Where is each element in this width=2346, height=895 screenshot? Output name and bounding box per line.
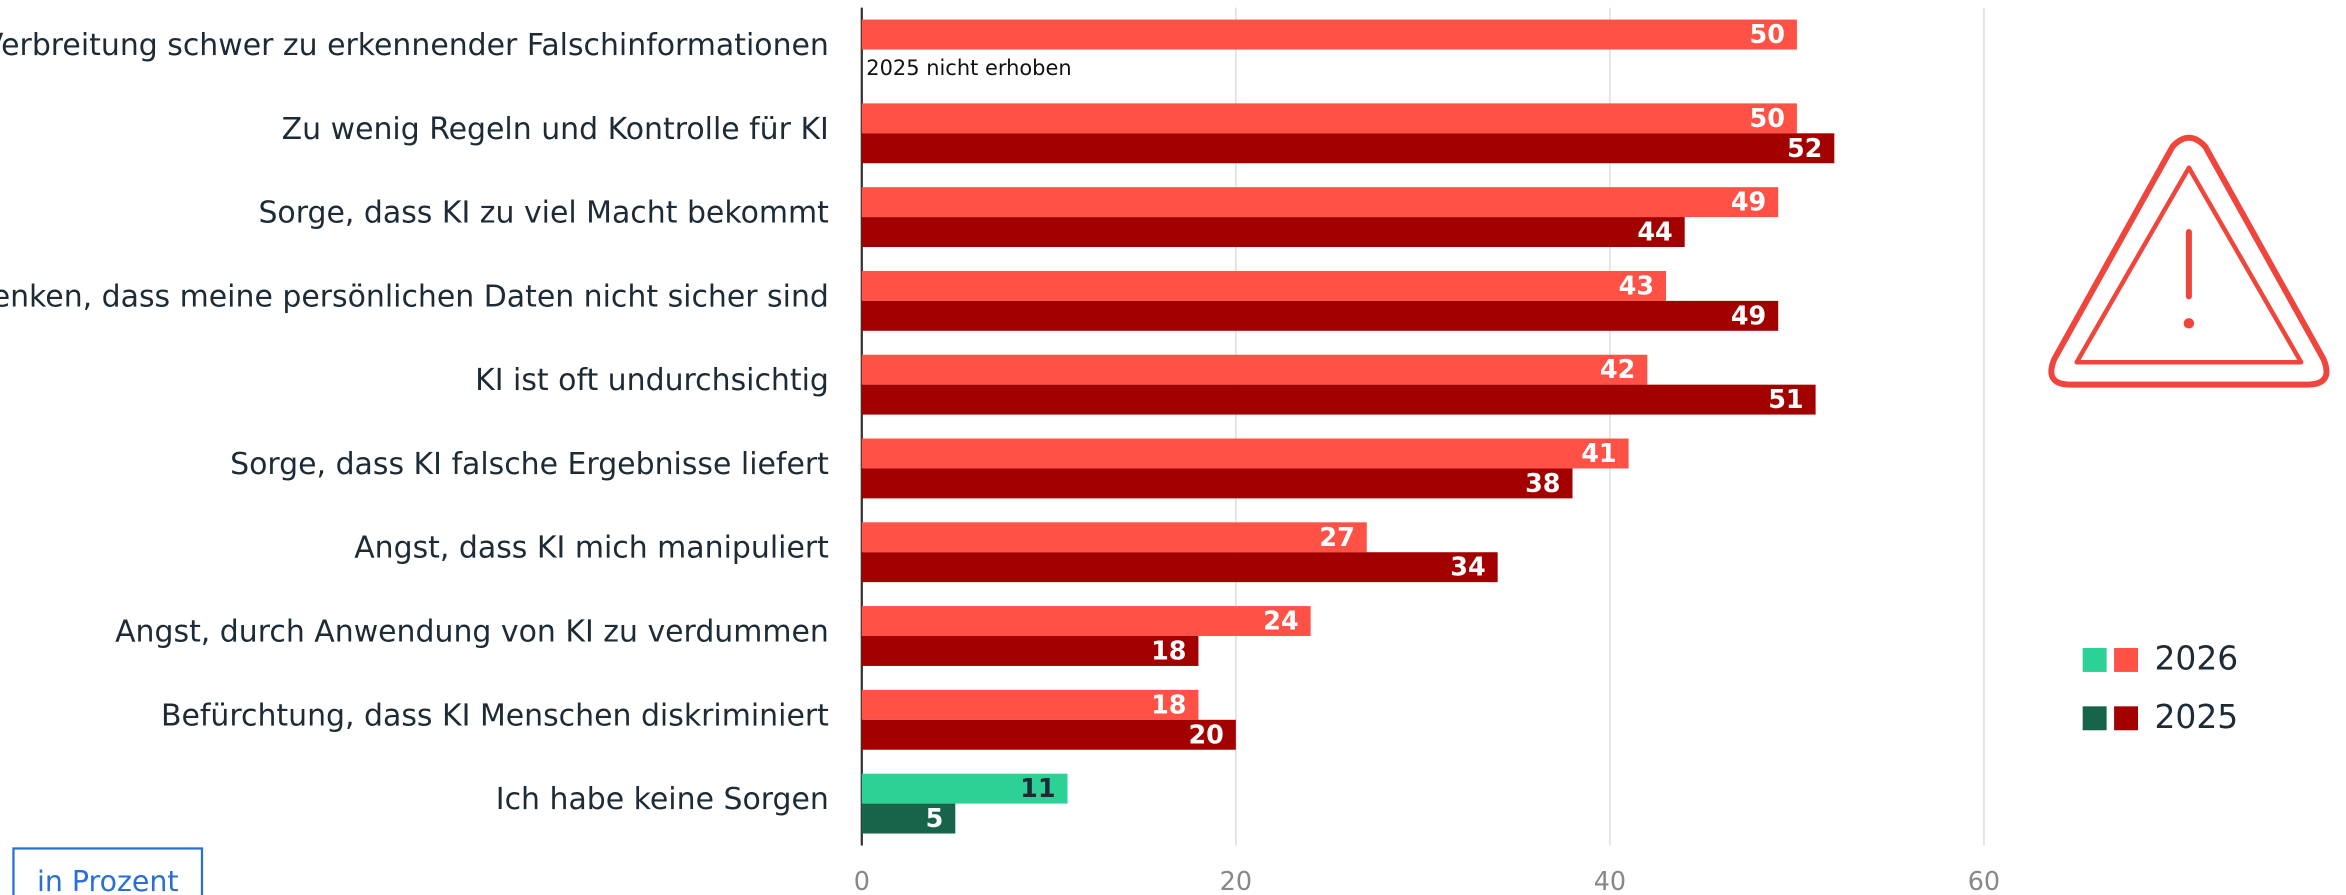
value-label: 50 — [1750, 19, 1785, 49]
category-label: Angst, durch Anwendung von KI zu verdumm… — [115, 615, 829, 650]
legend-swatch — [2114, 706, 2139, 731]
category-label: Ich habe keine Sorgen — [496, 782, 829, 817]
category-label: Angst, dass KI mich manipuliert — [354, 531, 829, 566]
bar — [861, 103, 1797, 134]
bar — [861, 773, 1068, 804]
bar — [861, 270, 1666, 301]
bar — [861, 636, 1199, 666]
annotation: 2025 nicht erhoben — [866, 56, 1071, 80]
value-label: 52 — [1787, 133, 1822, 163]
bar — [861, 468, 1573, 499]
value-label: 42 — [1600, 354, 1635, 384]
bar — [861, 438, 1629, 469]
bar — [861, 300, 1779, 331]
bar — [861, 133, 1835, 164]
bar — [861, 719, 1236, 750]
value-label: 11 — [1020, 773, 1055, 803]
value-label: 20 — [1188, 719, 1223, 749]
category-label: Sorge, dass KI falsche Ergebnisse liefer… — [230, 447, 829, 482]
legend-swatch — [2082, 706, 2107, 731]
category-label: Zu wenig Regeln und Kontrolle für KI — [282, 112, 829, 147]
bar — [861, 606, 1311, 637]
bar — [861, 354, 1648, 385]
value-label: 51 — [1768, 384, 1803, 414]
value-label: 44 — [1637, 217, 1672, 247]
bar — [861, 187, 1779, 218]
bar — [861, 522, 1367, 553]
category-label: KI ist oft undurchsichtig — [475, 363, 829, 398]
unit-note: in Prozent — [37, 865, 179, 895]
value-label: 38 — [1525, 468, 1560, 498]
legend-label: 2025 — [2154, 697, 2238, 736]
value-label: 41 — [1581, 438, 1616, 468]
value-label: 43 — [1619, 270, 1654, 300]
bar — [861, 384, 1816, 415]
value-label: 18 — [1151, 689, 1186, 719]
bar — [861, 19, 1797, 50]
bar — [861, 552, 1498, 583]
value-label: 24 — [1263, 606, 1298, 636]
x-tick-label: 60 — [1968, 866, 2000, 895]
value-label: 50 — [1750, 103, 1785, 133]
value-label: 49 — [1731, 187, 1766, 217]
value-label: 27 — [1319, 522, 1354, 552]
value-label: 18 — [1151, 635, 1186, 665]
value-label: 34 — [1450, 552, 1485, 582]
x-tick-label: 40 — [1594, 866, 1626, 895]
bar — [861, 803, 956, 834]
value-label: 5 — [926, 803, 944, 833]
legend-label: 2026 — [2154, 638, 2238, 677]
bar — [861, 689, 1199, 720]
bar — [861, 217, 1685, 248]
legend-swatch — [2114, 647, 2139, 672]
category-label: Verbreitung schwer zu erkennender Falsch… — [0, 28, 829, 63]
x-tick-label: 20 — [1220, 866, 1252, 895]
legend-swatch — [2082, 647, 2107, 672]
unit-box — [12, 847, 204, 895]
category-label: Bedenken, dass meine persönlichen Daten … — [0, 279, 829, 314]
value-label: 49 — [1731, 300, 1766, 330]
category-label: Befürchtung, dass KI Menschen diskrimini… — [161, 698, 829, 733]
warning-icon — [2048, 134, 2330, 388]
category-label: Sorge, dass KI zu viel Macht bekommt — [258, 196, 829, 231]
x-tick-label: 0 — [854, 866, 870, 895]
